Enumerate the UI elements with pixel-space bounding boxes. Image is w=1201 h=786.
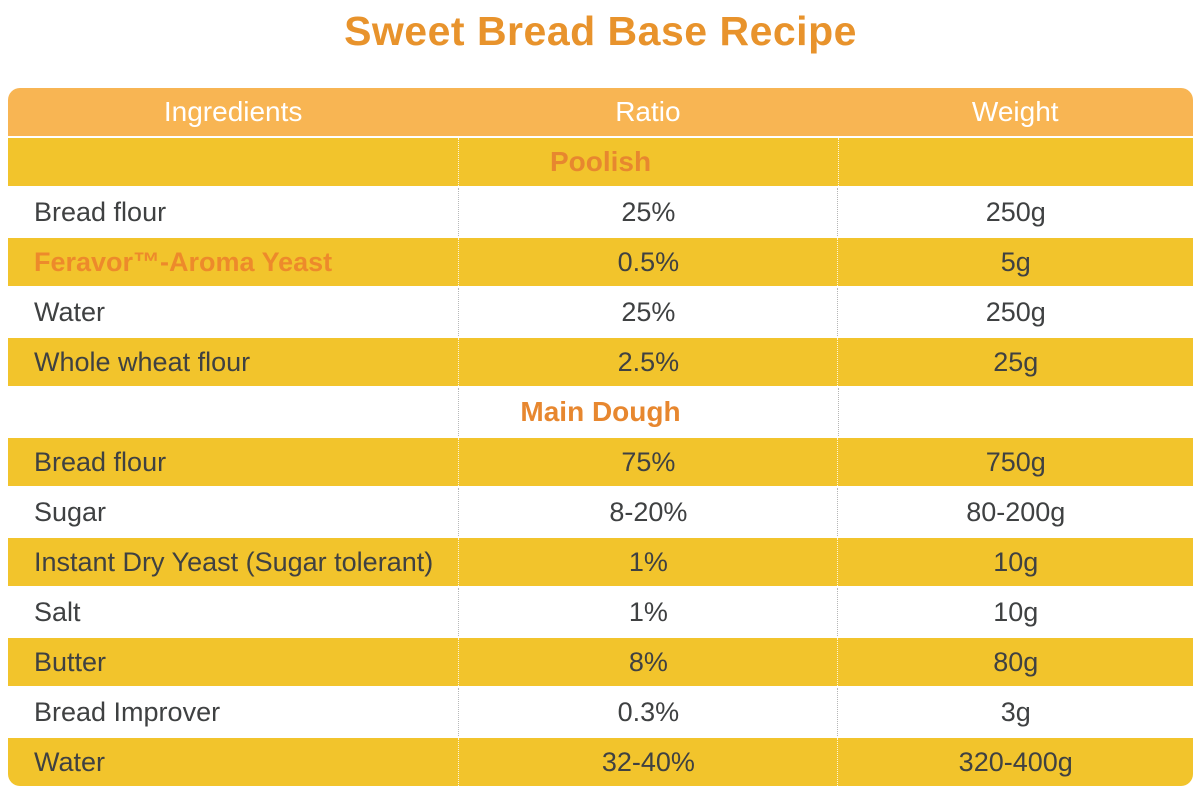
column-header-ingredients: Ingredients	[163, 96, 303, 127]
ingredient-cell: Salt	[34, 596, 81, 627]
ratio-cell: 25%	[458, 188, 837, 236]
weight-cell: 5g	[837, 238, 1193, 286]
ingredient-cell: Bread Improver	[34, 696, 221, 727]
ratio-cell: 8%	[458, 638, 837, 686]
table-row: Salt 1% 10g	[8, 588, 1193, 636]
table-row: Water 32-40% 320-400g	[8, 738, 1193, 786]
recipe-rows: Poolish Bread flour 25% 250g Feravor™-Ar…	[8, 138, 1193, 786]
ratio-cell: 32-40%	[458, 738, 837, 786]
table-row: Bread flour 75% 750g	[8, 438, 1193, 486]
ratio-cell: 1%	[458, 538, 837, 586]
ratio-cell: 0.5%	[458, 238, 837, 286]
section-label: Poolish	[549, 146, 652, 177]
table-row: Instant Dry Yeast (Sugar tolerant) 1% 10…	[8, 538, 1193, 586]
weight-cell: 25g	[837, 338, 1193, 386]
ingredient-cell: Feravor™-Aroma Yeast	[34, 246, 333, 277]
table-header-row: Ingredients Ratio Weight	[8, 88, 1193, 136]
ingredient-cell: Water	[34, 746, 106, 777]
weight-cell: 320-400g	[837, 738, 1193, 786]
weight-cell: 250g	[837, 188, 1193, 236]
weight-cell: 80-200g	[837, 488, 1193, 536]
section-label: Main Dough	[520, 396, 681, 427]
weight-cell: 80g	[837, 638, 1193, 686]
page-title: Sweet Bread Base Recipe	[344, 8, 857, 54]
ingredient-cell: Water	[34, 296, 106, 327]
ratio-cell: 2.5%	[458, 338, 837, 386]
ingredient-cell: Butter	[34, 646, 107, 677]
ratio-cell: 0.3%	[458, 688, 837, 736]
table-row: Water 25% 250g	[8, 288, 1193, 336]
weight-cell: 10g	[837, 588, 1193, 636]
recipe-table: Ingredients Ratio Weight Poolish Bread f…	[8, 88, 1193, 786]
ratio-cell: 1%	[458, 588, 837, 636]
table-row: Bread Improver 0.3% 3g	[8, 688, 1193, 736]
ingredient-cell: Instant Dry Yeast (Sugar tolerant)	[34, 546, 434, 577]
ingredient-cell: Bread flour	[34, 196, 167, 227]
column-header-weight: Weight	[971, 96, 1059, 127]
section-header-row: Main Dough	[8, 388, 1193, 436]
ratio-cell: 75%	[458, 438, 837, 486]
table-row: Butter 8% 80g	[8, 638, 1193, 686]
ingredient-cell: Bread flour	[34, 446, 167, 477]
table-row: Feravor™-Aroma Yeast 0.5% 5g	[8, 238, 1193, 286]
table-row: Whole wheat flour 2.5% 25g	[8, 338, 1193, 386]
column-header-ratio: Ratio	[615, 96, 681, 127]
ratio-cell: 8-20%	[458, 488, 837, 536]
weight-cell: 250g	[837, 288, 1193, 336]
ratio-cell: 25%	[458, 288, 837, 336]
section-header-row: Poolish	[8, 138, 1193, 186]
table-row: Sugar 8-20% 80-200g	[8, 488, 1193, 536]
weight-cell: 750g	[837, 438, 1193, 486]
ingredient-cell: Sugar	[34, 496, 107, 527]
weight-cell: 10g	[837, 538, 1193, 586]
weight-cell: 3g	[837, 688, 1193, 736]
ingredient-cell: Whole wheat flour	[34, 346, 251, 377]
table-row: Bread flour 25% 250g	[8, 188, 1193, 236]
